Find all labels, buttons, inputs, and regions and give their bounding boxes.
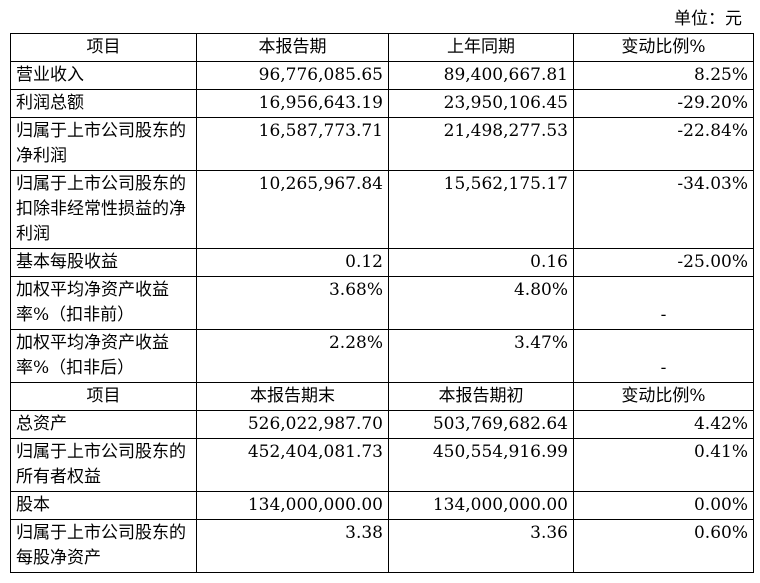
row-change: - — [573, 276, 754, 330]
row-change: -34.03% — [573, 170, 754, 249]
row-current: 10,265,967.84 — [196, 170, 389, 249]
table-row: 归属于上市公司股东的所有者权益 452,404,081.73 450,554,9… — [10, 438, 754, 492]
row-change: 8.25% — [573, 61, 754, 90]
header-current: 本报告期 — [196, 33, 389, 62]
table-row: 加权平均净资产收益率%（扣非后） 2.28% 3.47% - — [10, 329, 754, 383]
row-prior: 3.36 — [388, 519, 574, 573]
row-item: 归属于上市公司股东的所有者权益 — [10, 438, 197, 492]
table-row: 营业收入 96,776,085.65 89,400,667.81 8.25% — [10, 61, 754, 90]
row-item: 营业收入 — [10, 61, 197, 90]
row-change: 4.42% — [573, 410, 754, 439]
row-change: -25.00% — [573, 248, 754, 277]
table-row: 基本每股收益 0.12 0.16 -25.00% — [10, 248, 754, 277]
row-prior: 89,400,667.81 — [388, 61, 574, 90]
row-current: 96,776,085.65 — [196, 61, 389, 90]
table-row: 股本 134,000,000.00 134,000,000.00 0.00% — [10, 491, 754, 520]
unit-label: 单位：元 — [674, 9, 742, 29]
header-period-end: 本报告期末 — [196, 382, 389, 411]
row-current: 16,956,643.19 — [196, 89, 389, 118]
row-item: 归属于上市公司股东的扣除非经常性损益的净利润 — [10, 170, 197, 249]
row-item: 总资产 — [10, 410, 197, 439]
row-item: 股本 — [10, 491, 197, 520]
row-item: 加权平均净资产收益率%（扣非前） — [10, 276, 197, 330]
table-row: 归属于上市公司股东的每股净资产 3.38 3.36 0.60% — [10, 519, 754, 573]
table-row: 加权平均净资产收益率%（扣非前） 3.68% 4.80% - — [10, 276, 754, 330]
row-current: 3.68% — [196, 276, 389, 330]
row-item: 归属于上市公司股东的每股净资产 — [10, 519, 197, 573]
row-prior: 0.16 — [388, 248, 574, 277]
row-prior: 15,562,175.17 — [388, 170, 574, 249]
row-prior: 21,498,277.53 — [388, 117, 574, 171]
row-prior: 3.47% — [388, 329, 574, 383]
row-item: 归属于上市公司股东的净利润 — [10, 117, 197, 171]
row-change: 0.00% — [573, 491, 754, 520]
row-prior: 503,769,682.64 — [388, 410, 574, 439]
row-current: 134,000,000.00 — [196, 491, 389, 520]
row-change: 0.60% — [573, 519, 754, 573]
header-row: 项目 本报告期 上年同期 变动比例% — [10, 33, 754, 62]
row-item: 加权平均净资产收益率%（扣非后） — [10, 329, 197, 383]
row-current: 452,404,081.73 — [196, 438, 389, 492]
row-current: 16,587,773.71 — [196, 117, 389, 171]
header-change: 变动比例% — [573, 33, 754, 62]
table-row: 利润总额 16,956,643.19 23,950,106.45 -29.20% — [10, 89, 754, 118]
header-change: 变动比例% — [573, 382, 754, 411]
header-row: 项目 本报告期末 本报告期初 变动比例% — [10, 382, 754, 411]
table-row: 总资产 526,022,987.70 503,769,682.64 4.42% — [10, 410, 754, 439]
header-item: 项目 — [10, 33, 197, 62]
row-change: 0.41% — [573, 438, 754, 492]
row-prior: 134,000,000.00 — [388, 491, 574, 520]
row-prior: 23,950,106.45 — [388, 89, 574, 118]
row-change: -29.20% — [573, 89, 754, 118]
header-prior: 上年同期 — [388, 33, 574, 62]
header-period-start: 本报告期初 — [388, 382, 574, 411]
row-change: - — [573, 329, 754, 383]
row-current: 0.12 — [196, 248, 389, 277]
financial-summary-table: 项目 本报告期 上年同期 变动比例% 营业收入 96,776,085.65 89… — [10, 33, 754, 573]
row-change: -22.84% — [573, 117, 754, 171]
table-row: 归属于上市公司股东的扣除非经常性损益的净利润 10,265,967.84 15,… — [10, 170, 754, 249]
row-item: 基本每股收益 — [10, 248, 197, 277]
header-item: 项目 — [10, 382, 197, 411]
row-item: 利润总额 — [10, 89, 197, 118]
row-current: 526,022,987.70 — [196, 410, 389, 439]
row-current: 3.38 — [196, 519, 389, 573]
row-prior: 4.80% — [388, 276, 574, 330]
table-row: 归属于上市公司股东的净利润 16,587,773.71 21,498,277.5… — [10, 117, 754, 171]
row-current: 2.28% — [196, 329, 389, 383]
row-prior: 450,554,916.99 — [388, 438, 574, 492]
